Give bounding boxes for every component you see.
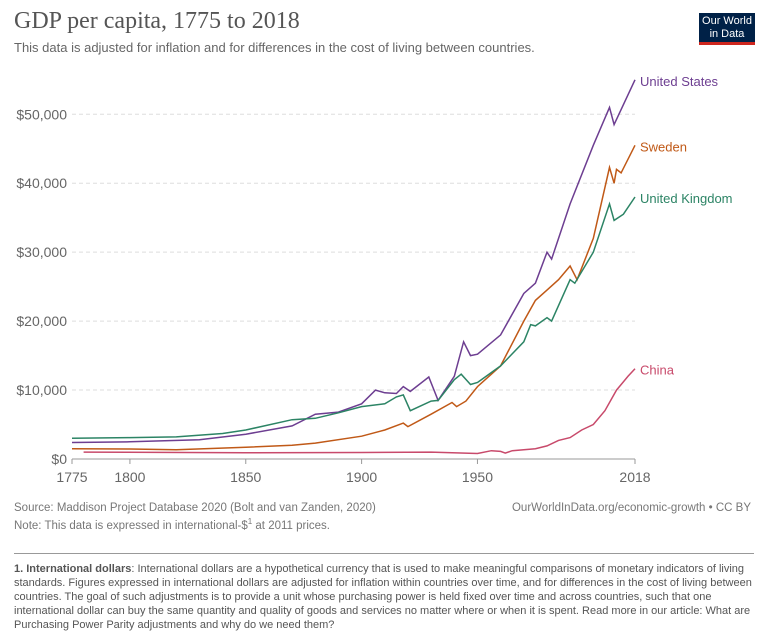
x-tick-label: 2018	[619, 469, 650, 485]
series-line-china	[83, 368, 636, 455]
y-tick-label: $10,000	[16, 382, 67, 398]
footnote-label: 1. International dollars	[14, 563, 132, 575]
series-label: China	[640, 363, 675, 378]
note-post: at 2011 prices.	[252, 519, 330, 532]
series-label: United Kingdom	[640, 191, 733, 206]
series-line-united-kingdom	[71, 196, 636, 440]
line-chart: $0 $10,000 $20,000 $30,000 $40,000 $50,000 177…	[16, 74, 733, 485]
y-tick-label: $40,000	[16, 175, 67, 191]
y-tick-label: $0	[51, 451, 67, 467]
series-label: Sweden	[640, 139, 687, 154]
note-pre: Note: This data is expressed in internat…	[14, 519, 248, 532]
footnote-text: : International dollars are a hypothetic…	[14, 563, 752, 631]
x-tick-label: 1800	[114, 469, 145, 485]
y-tick-label: $50,000	[16, 106, 67, 122]
x-tick-label: 1900	[346, 469, 377, 485]
credit-link[interactable]: OurWorldInData.org/economic-growth • CC …	[511, 502, 751, 514]
chart-subtitle: This data is adjusted for inflation and …	[14, 40, 535, 55]
footnote: 1. International dollars: International …	[14, 553, 754, 632]
series-line-sweden	[71, 144, 636, 451]
x-tick-label: 1850	[230, 469, 261, 485]
y-tick-label: $30,000	[16, 244, 67, 260]
chart-title: GDP per capita, 1775 to 2018	[14, 8, 300, 34]
note-text: Note: This data is expressed in internat…	[14, 517, 330, 532]
note-sup[interactable]: 1	[247, 517, 253, 526]
series-label: United States	[640, 74, 719, 89]
owid-logo[interactable]: Our World in Data	[699, 13, 755, 45]
series-line-united-states	[71, 79, 636, 444]
source-text: Source: Maddison Project Database 2020 (…	[14, 502, 376, 514]
y-tick-label: $20,000	[16, 313, 67, 329]
x-tick-label: 1775	[56, 469, 87, 485]
x-tick-label: 1950	[462, 469, 493, 485]
